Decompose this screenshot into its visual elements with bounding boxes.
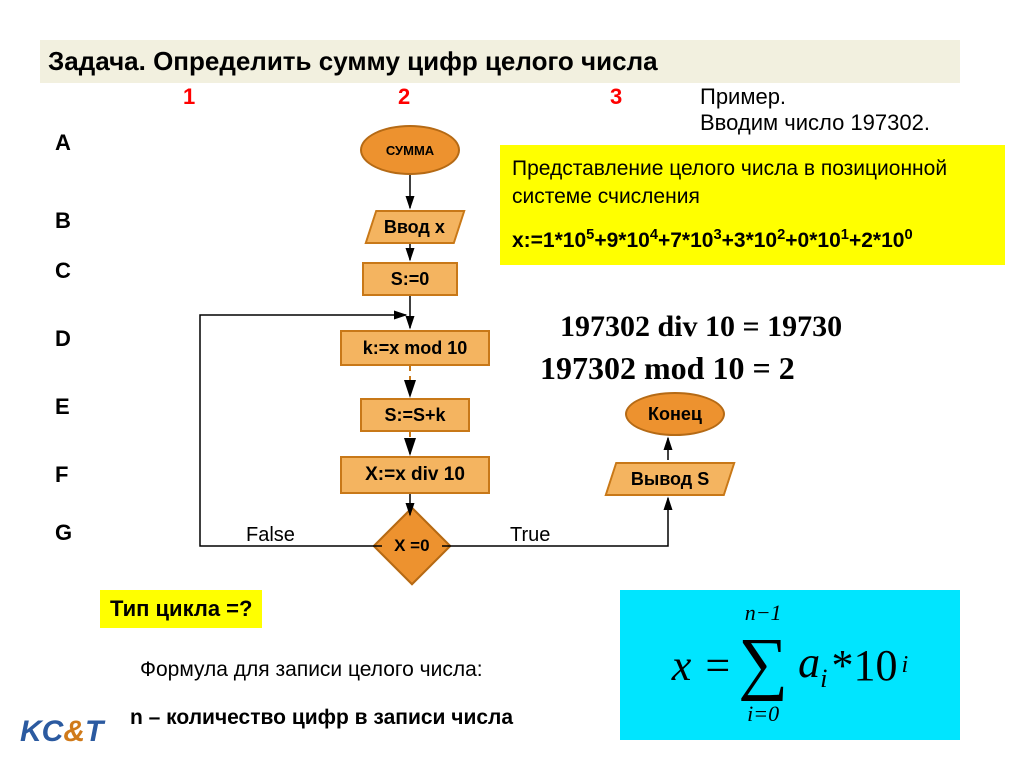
row-e: E xyxy=(55,394,70,420)
positional-system-box: Представление целого числа в позиционной… xyxy=(500,145,1005,265)
logo-t: T xyxy=(85,715,103,748)
positional-formula: x:=1*105+9*104+7*103+3*102+0*101+2*100 xyxy=(512,226,993,255)
fc-output: Вывод S xyxy=(604,462,735,496)
row-f: F xyxy=(55,462,68,488)
example-line2: Вводим число 197302. xyxy=(700,110,990,136)
fc-ssk: S:=S+k xyxy=(360,398,470,432)
page-title: Задача. Определить сумму цифр целого чис… xyxy=(40,40,960,83)
example-line1: Пример. xyxy=(700,84,990,110)
logo-k: K xyxy=(20,715,42,748)
div-example: 197302 div 10 = 19730 xyxy=(560,310,842,344)
col-1: 1 xyxy=(183,84,195,110)
n-definition: n – количество цифр в записи числа xyxy=(130,706,513,730)
fc-output-label: Вывод S xyxy=(631,469,709,490)
col-3: 3 xyxy=(610,84,622,110)
row-d: D xyxy=(55,326,71,352)
fc-input-label: Ввод x xyxy=(384,217,445,238)
fc-start: СУММА xyxy=(360,125,460,175)
row-c: C xyxy=(55,258,71,284)
mod-example: 197302 mod 10 = 2 xyxy=(540,350,795,387)
fc-xdiv: X:=x div 10 xyxy=(340,456,490,494)
fc-cond: X =0 xyxy=(372,506,451,585)
logo-c: C xyxy=(42,715,64,748)
positional-text: Представление целого числа в позиционной… xyxy=(512,155,993,212)
example-text: Пример. Вводим число 197302. xyxy=(700,84,990,136)
logo: KC&T xyxy=(20,715,103,749)
row-a: A xyxy=(55,130,71,156)
fc-kmod: k:=x mod 10 xyxy=(340,330,490,366)
fc-s0: S:=0 xyxy=(362,262,458,296)
fc-cond-label: X =0 xyxy=(394,536,429,556)
fc-input: Ввод x xyxy=(364,210,465,244)
row-b: B xyxy=(55,208,71,234)
formula-caption: Формула для записи целого числа: xyxy=(140,658,483,682)
fc-end: Конец xyxy=(625,392,725,436)
cycle-type-question: Тип цикла =? xyxy=(100,590,262,628)
true-label: True xyxy=(510,524,550,547)
col-2: 2 xyxy=(398,84,410,110)
false-label: False xyxy=(246,524,295,547)
summation-formula: x = n−1 ∑ i=0 ai *10i xyxy=(620,590,960,740)
logo-amp: & xyxy=(63,715,85,748)
row-g: G xyxy=(55,520,72,546)
